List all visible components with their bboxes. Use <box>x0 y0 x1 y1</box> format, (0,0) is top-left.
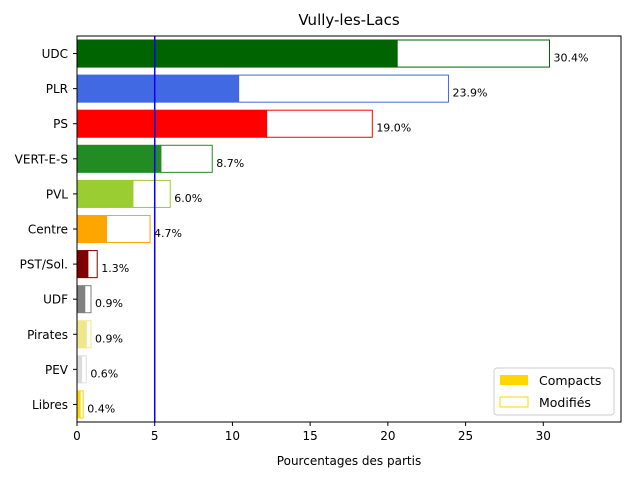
legend-swatch-modifies <box>499 396 529 408</box>
total-label-pst-sol: 1.3% <box>101 262 129 275</box>
total-label-ps: 19.0% <box>376 122 411 135</box>
bar-compacts-pvl <box>77 179 133 208</box>
bar-modifies-pvl <box>132 179 171 208</box>
total-label-vert-e-s: 8.7% <box>216 157 244 170</box>
y-tick-label-centre: Centre <box>28 223 68 237</box>
bar-modifies-pst-sol <box>87 250 98 279</box>
bar-modifies-udf <box>84 285 92 314</box>
bar-compacts-pst-sol <box>77 250 88 279</box>
chart-title: Vully-les-Lacs <box>298 11 400 29</box>
total-label-udc: 30.4% <box>554 52 589 65</box>
y-tick-label-ps: PS <box>53 117 68 131</box>
x-tick-label-15: 15 <box>303 429 318 443</box>
bar-compacts-ps <box>77 109 267 138</box>
total-label-libres: 0.4% <box>87 402 115 415</box>
bar-modifies-libres <box>79 390 84 419</box>
x-tick-label-10: 10 <box>225 429 240 443</box>
legend-swatch-compacts <box>500 375 528 385</box>
bar-modifies-pirates <box>85 320 92 349</box>
total-label-pvl: 6.0% <box>174 192 202 205</box>
legend-label-compacts: Compacts <box>539 373 601 388</box>
bar-modifies-centre <box>106 214 151 244</box>
legend-label-modifies: Modifiés <box>539 395 591 410</box>
bar-compacts-pirates <box>77 320 87 349</box>
x-tick-label-0: 0 <box>73 429 81 443</box>
y-tick-label-udc: UDC <box>42 47 68 61</box>
y-tick-label-libres: Libres <box>32 398 68 412</box>
total-label-plr: 23.9% <box>452 87 487 100</box>
x-tick-label-5: 5 <box>151 429 159 443</box>
y-tick-label-pirates: Pirates <box>27 328 68 342</box>
bar-compacts-libres <box>77 390 81 419</box>
x-tick-label-30: 30 <box>536 429 551 443</box>
bar-compacts-udc <box>77 39 398 68</box>
bar-modifies-ps <box>266 109 373 138</box>
y-tick-label-plr: PLR <box>46 82 68 96</box>
total-label-pev: 0.6% <box>90 367 118 380</box>
bar-compacts-udf <box>77 285 85 314</box>
y-tick-label-udf: UDF <box>43 293 68 307</box>
bar-modifies-pev <box>81 355 87 384</box>
y-tick-label-pst-sol: PST/Sol. <box>20 258 68 272</box>
bar-compacts-plr <box>77 74 239 103</box>
total-label-centre: 4.7% <box>154 227 182 240</box>
bar-compacts-centre <box>77 214 107 244</box>
legend: Compacts Modifiés <box>493 367 615 416</box>
x-tick-label-25: 25 <box>458 429 473 443</box>
y-tick-label-pvl: PVL <box>46 187 68 201</box>
x-axis-label: Pourcentages des partis <box>277 454 421 468</box>
bar-compacts-vert-e-s <box>77 144 161 173</box>
bar-modifies-plr <box>238 74 449 103</box>
bars-layer: 30.4% 23.9% 19.0% 8.7% 6.0% 4.7% 1.3% 0.9% 0.9% 0… <box>77 36 588 422</box>
total-label-udf: 0.9% <box>95 297 123 310</box>
x-tick-label-20: 20 <box>380 429 395 443</box>
y-tick-label-vert-e-s: VERT-E-S <box>15 152 68 166</box>
bar-modifies-vert-e-s <box>160 144 213 173</box>
plot-frame <box>76 35 622 423</box>
bar-compacts-pev <box>77 355 82 384</box>
bar-modifies-udc <box>396 39 551 68</box>
y-tick-label-pev: PEV <box>45 363 69 377</box>
ticks-layer: UDC PLR PS VERT-E-S PVL Centre PST/Sol. UDF Pira… <box>15 47 551 443</box>
total-label-pirates: 0.9% <box>95 332 123 345</box>
